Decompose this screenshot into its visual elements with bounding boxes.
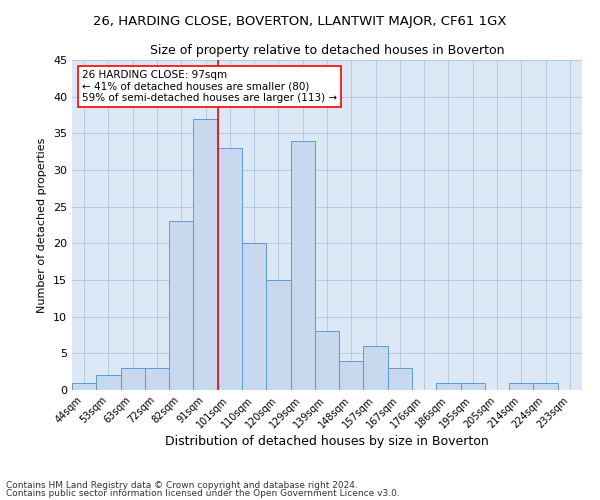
Bar bbox=[509, 382, 533, 390]
Text: 26 HARDING CLOSE: 97sqm
← 41% of detached houses are smaller (80)
59% of semi-de: 26 HARDING CLOSE: 97sqm ← 41% of detache… bbox=[82, 70, 337, 103]
Bar bbox=[96, 376, 121, 390]
Bar bbox=[72, 382, 96, 390]
Y-axis label: Number of detached properties: Number of detached properties bbox=[37, 138, 47, 312]
Bar bbox=[364, 346, 388, 390]
Bar bbox=[266, 280, 290, 390]
Bar bbox=[145, 368, 169, 390]
Text: Contains HM Land Registry data © Crown copyright and database right 2024.: Contains HM Land Registry data © Crown c… bbox=[6, 480, 358, 490]
Bar bbox=[315, 332, 339, 390]
Bar bbox=[218, 148, 242, 390]
Bar bbox=[388, 368, 412, 390]
Bar bbox=[169, 222, 193, 390]
Bar bbox=[436, 382, 461, 390]
Bar bbox=[242, 244, 266, 390]
Bar bbox=[339, 360, 364, 390]
X-axis label: Distribution of detached houses by size in Boverton: Distribution of detached houses by size … bbox=[165, 436, 489, 448]
Text: Contains public sector information licensed under the Open Government Licence v3: Contains public sector information licen… bbox=[6, 489, 400, 498]
Text: 26, HARDING CLOSE, BOVERTON, LLANTWIT MAJOR, CF61 1GX: 26, HARDING CLOSE, BOVERTON, LLANTWIT MA… bbox=[93, 15, 507, 28]
Title: Size of property relative to detached houses in Boverton: Size of property relative to detached ho… bbox=[150, 44, 504, 58]
Bar bbox=[533, 382, 558, 390]
Bar bbox=[461, 382, 485, 390]
Bar bbox=[193, 118, 218, 390]
Bar bbox=[121, 368, 145, 390]
Bar bbox=[290, 140, 315, 390]
